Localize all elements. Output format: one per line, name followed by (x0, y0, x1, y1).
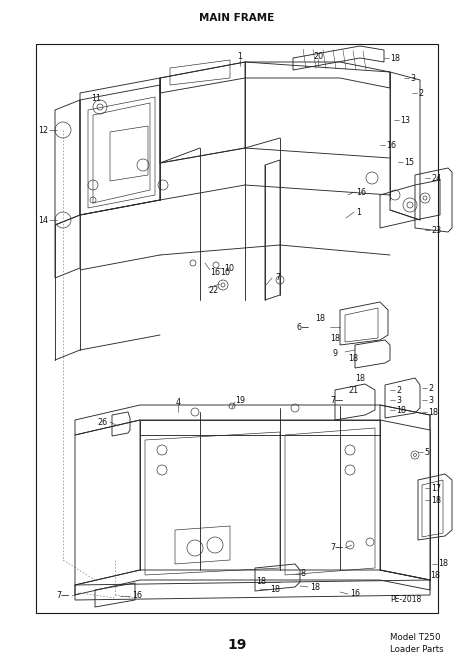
Text: 18: 18 (256, 578, 266, 586)
Text: 2: 2 (418, 88, 423, 98)
Text: 22: 22 (208, 285, 218, 295)
Text: 16: 16 (356, 188, 366, 196)
Text: 1: 1 (237, 52, 243, 60)
Text: Loader Parts: Loader Parts (390, 645, 444, 653)
Text: 16: 16 (386, 141, 396, 149)
Text: 1: 1 (356, 208, 361, 216)
Text: Model T250: Model T250 (390, 634, 440, 643)
Text: 10: 10 (224, 263, 234, 273)
Text: 8: 8 (301, 570, 306, 578)
Bar (36, 44, 438, 613)
Text: 18: 18 (390, 54, 400, 62)
Text: 18: 18 (438, 559, 448, 569)
Text: 19: 19 (235, 395, 245, 405)
Text: 13: 13 (400, 115, 410, 125)
Text: 9: 9 (333, 348, 338, 358)
Text: 2: 2 (428, 383, 433, 393)
Text: 4: 4 (175, 397, 181, 407)
Text: 7—: 7— (330, 395, 343, 405)
Text: 19: 19 (228, 638, 246, 652)
Text: 23: 23 (431, 226, 441, 234)
Text: 18: 18 (315, 314, 325, 322)
Text: 24: 24 (431, 174, 441, 182)
Text: 18: 18 (348, 354, 358, 362)
Text: 16: 16 (350, 590, 360, 598)
Text: 7—: 7— (57, 592, 70, 600)
Text: 18: 18 (330, 334, 340, 342)
Text: 7: 7 (275, 273, 280, 281)
Text: 18: 18 (355, 373, 365, 383)
Text: 7—: 7— (331, 543, 344, 553)
Text: 20: 20 (313, 52, 323, 60)
Text: 21: 21 (348, 385, 358, 395)
Text: 16: 16 (210, 267, 220, 277)
Text: 26: 26 (98, 417, 108, 427)
Text: 2: 2 (396, 385, 401, 395)
Text: 14: 14 (38, 216, 48, 224)
Text: 17: 17 (431, 484, 441, 492)
Text: PE-2018: PE-2018 (390, 596, 421, 604)
Text: 11: 11 (91, 94, 101, 103)
Text: 15: 15 (404, 157, 414, 167)
Text: 18: 18 (430, 572, 440, 580)
Text: 3: 3 (396, 395, 401, 405)
Text: 12: 12 (38, 125, 48, 135)
Text: 18: 18 (310, 582, 320, 592)
Text: 18: 18 (270, 586, 280, 594)
Text: 5: 5 (424, 448, 429, 456)
Text: MAIN FRAME: MAIN FRAME (200, 13, 274, 23)
Text: 18: 18 (396, 405, 406, 415)
Text: 3: 3 (410, 74, 415, 82)
Text: 18: 18 (428, 407, 438, 417)
Text: 3: 3 (428, 395, 433, 405)
Text: 10: 10 (220, 267, 230, 277)
Text: 18: 18 (431, 496, 441, 505)
Text: 6—: 6— (297, 322, 310, 332)
Text: 16: 16 (132, 592, 142, 600)
